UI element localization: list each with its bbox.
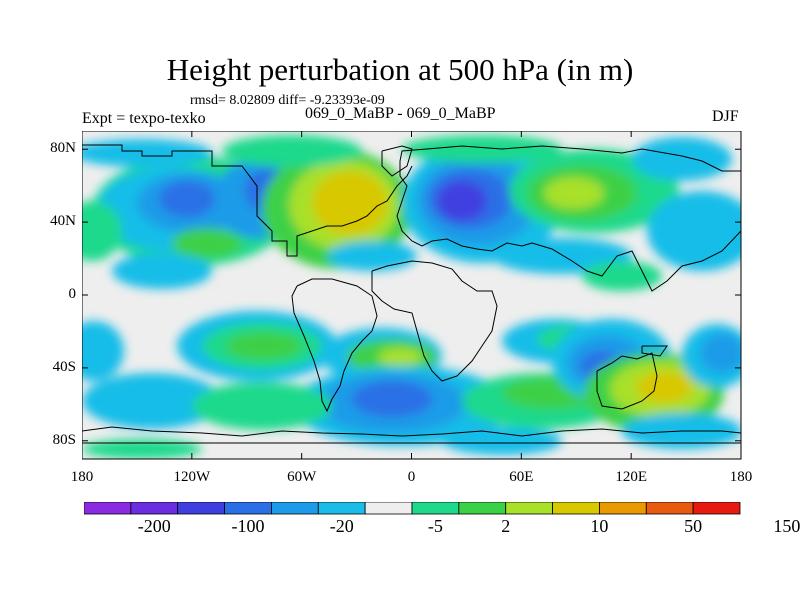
field-region [352,381,432,417]
colorbar-label: -5 [427,516,443,536]
field-region [172,228,242,258]
lon-label: 60E [509,469,534,485]
field-region [222,135,362,167]
coastline-greenland [381,145,413,177]
field-region [632,137,732,181]
coastline-antarctica [82,426,741,437]
colorbar-box [84,502,132,515]
plot-title: Height perturbation at 500 hPa (in m) [166,52,634,87]
latitude-axis [82,148,741,442]
field-region [327,241,417,271]
lat-label: 40N [50,213,76,230]
field-region [582,261,662,291]
lat-label: 40S [52,358,76,375]
colorbar [84,502,741,515]
lon-label: 120W [173,469,211,485]
colorbar-box [271,502,319,515]
field-region [437,181,487,221]
lon-label: 180 [729,469,753,485]
colorbar-label: -200 [137,516,171,536]
coastlines [82,144,741,444]
colorbar-label: 2 [501,516,511,536]
season-label: DJF [712,108,739,125]
map-plot [82,131,742,460]
lon-label: 0 [407,469,416,485]
colorbar-box [317,502,366,515]
coastline-australia [596,352,658,410]
field-region [82,139,212,167]
field-region [402,135,562,163]
colorbar-box [458,502,507,515]
field-region [82,373,222,429]
colorbar-box [411,502,460,515]
field-region [159,181,215,217]
colorbar-label: -20 [329,516,354,536]
coastline-africa [371,260,498,382]
lon-label: 60W [287,469,317,485]
colorbar-box [552,502,600,515]
colorbar-box [645,502,694,515]
field-region [192,382,332,430]
longitude-axis [82,131,742,459]
field-region [226,332,302,360]
field-region [636,371,692,403]
runs-label: 069_0_MaBP - 069_0_MaBP [305,105,496,122]
colorbar-box [364,502,413,515]
colorbar-box [177,502,225,515]
lat-label: 80N [50,140,76,157]
colorbar-box [130,502,179,515]
field-region [312,171,388,235]
colorbar-label: 10 [590,516,609,536]
experiment-label: Expt = texpo-texko [82,110,206,127]
colorbar-box [224,502,272,515]
coastline-new-guinea [641,345,668,357]
field-region [82,321,124,381]
field-region [544,177,604,209]
colorbar-box [692,502,741,515]
field-region [442,427,562,455]
colorbar-label: 150 [773,516,800,536]
field-region [700,333,741,373]
height-field [82,135,741,459]
coastline-north-america [82,144,413,257]
lon-label: 120E [615,469,647,485]
coastline-south-america [291,278,378,413]
field-region [378,348,422,366]
lon-label: 180 [70,469,94,485]
colorbar-box [599,502,647,515]
stats-text: rmsd= 8.02809 diff= -9.23393e-09 [190,93,385,108]
colorbar-label: 50 [684,516,703,536]
coastline-eurasia [396,145,741,292]
lat-label: 0 [68,286,77,302]
field-region [112,253,212,289]
field-region [647,191,741,271]
field-region [82,201,122,261]
colorbar-boxes [84,502,741,515]
colorbar-label: -100 [231,516,265,536]
lat-label: 80S [52,431,76,448]
field-region [82,439,202,459]
colorbar-box [505,502,553,515]
